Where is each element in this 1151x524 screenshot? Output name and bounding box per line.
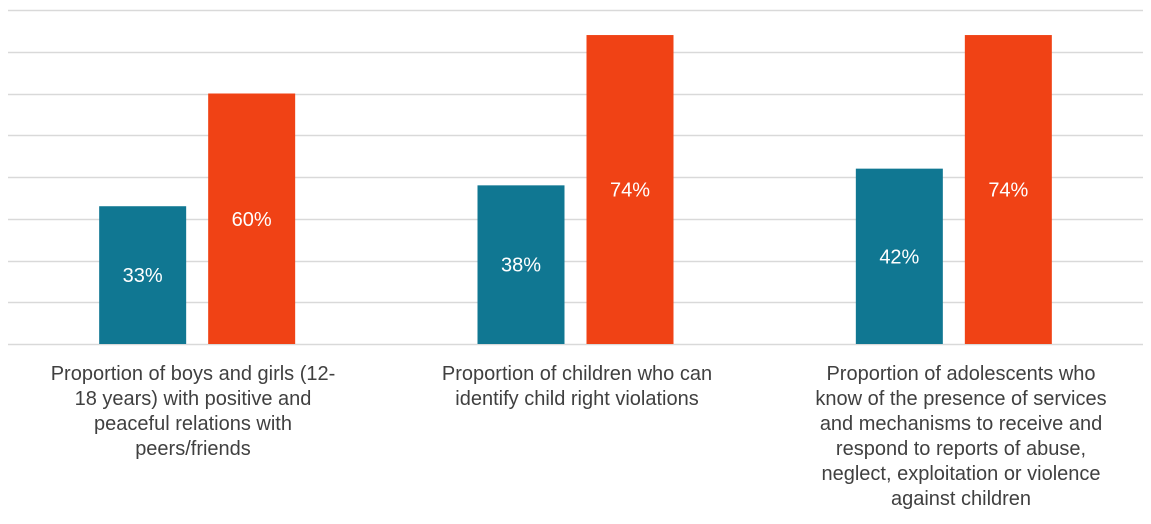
data-label-s1-c2: 74% [988,180,1028,202]
data-label-s1-c1: 74% [610,180,650,202]
category-label-0: Proportion of boys and girls (12- 18 yea… [50,363,336,460]
bar-s0-c2 [855,168,943,344]
data-label-s1-c0: 60% [232,209,272,231]
bar-s0-c0 [99,206,187,344]
bar-s0-c1 [477,185,565,344]
category-label-2: Proportion of adolescents who know of th… [815,363,1107,510]
data-label-s0-c1: 38% [501,255,541,277]
gridlines [8,9,1143,346]
bars [99,35,1052,345]
bar-s1-c1 [586,35,674,345]
category-label-1: Proportion of children who can identify … [441,363,713,410]
data-label-s0-c0: 33% [123,265,163,287]
data-labels: 33% 60% 38% 74% 42% 74% [123,180,1029,288]
data-label-s0-c2: 42% [879,246,919,268]
bar-s1-c0 [208,93,296,344]
bar-s1-c2 [964,35,1052,345]
